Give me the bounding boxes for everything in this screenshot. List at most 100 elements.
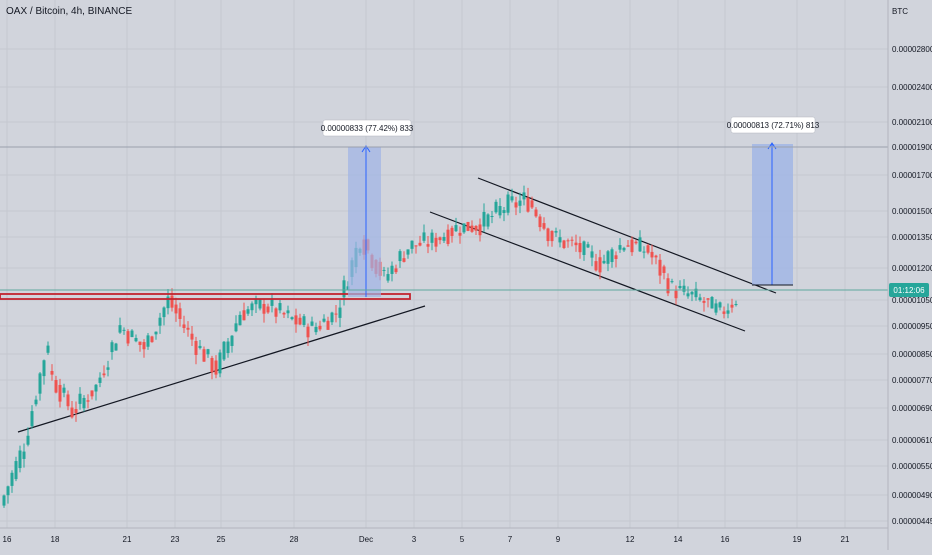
candle-body bbox=[506, 194, 510, 213]
candle-body bbox=[646, 245, 650, 253]
price-axis-label: 0.00002400 bbox=[892, 83, 932, 92]
candle-body bbox=[202, 349, 206, 362]
candle-body bbox=[630, 239, 634, 253]
candle-body bbox=[46, 345, 50, 353]
candle-body bbox=[614, 255, 618, 259]
candle-body bbox=[638, 237, 642, 252]
time-axis-label: 23 bbox=[171, 535, 180, 544]
candle-body bbox=[550, 230, 554, 242]
candle-body bbox=[86, 400, 90, 402]
candle-body bbox=[2, 495, 6, 506]
candle-body bbox=[726, 310, 730, 314]
candle-body bbox=[210, 357, 214, 373]
candle-body bbox=[486, 214, 490, 227]
candle-body bbox=[282, 312, 286, 315]
candle-body bbox=[146, 335, 150, 347]
candle-body bbox=[642, 251, 646, 253]
candle-body bbox=[258, 299, 262, 309]
candle-body bbox=[162, 307, 166, 318]
time-axis-label: 9 bbox=[556, 535, 561, 544]
candle-body bbox=[334, 313, 338, 315]
price-axis-label: 0.00001350 bbox=[892, 233, 932, 242]
time-axis-label: 16 bbox=[721, 535, 730, 544]
candle-body bbox=[302, 316, 306, 325]
candle-body bbox=[602, 260, 606, 264]
candle-body bbox=[530, 200, 534, 208]
price-axis-label: 0.00000690 bbox=[892, 404, 932, 413]
measure-left-box bbox=[348, 147, 381, 297]
time-axis-label: 7 bbox=[508, 535, 513, 544]
candle-body bbox=[526, 197, 530, 212]
candle-body bbox=[278, 303, 282, 311]
candle-body bbox=[514, 202, 518, 208]
candle-body bbox=[570, 239, 574, 241]
candle-body bbox=[686, 293, 690, 297]
candle-body bbox=[650, 251, 654, 258]
candle-body bbox=[90, 390, 94, 397]
candle-body bbox=[114, 343, 118, 351]
candle-body bbox=[158, 317, 162, 326]
measure-right-label: 0.00000813 (72.71%) 813 bbox=[727, 116, 820, 134]
candle-body bbox=[658, 259, 662, 276]
price-axis-label: 0.00000770 bbox=[892, 376, 932, 385]
candle-body bbox=[306, 326, 310, 338]
lower-channel-line bbox=[429, 211, 746, 332]
candle-body bbox=[198, 345, 202, 349]
candle-body bbox=[466, 221, 470, 231]
candle-body bbox=[518, 200, 522, 206]
measure-left-label: 0.00000833 (77.42%) 833 bbox=[321, 119, 414, 137]
candle-body bbox=[102, 373, 106, 376]
candle-body bbox=[14, 461, 18, 480]
price-axis-currency: BTC bbox=[892, 7, 908, 16]
price-axis-panel bbox=[888, 0, 932, 550]
time-axis-label: 18 bbox=[51, 535, 60, 544]
measure-right-label-bg bbox=[730, 116, 816, 134]
candle-body bbox=[702, 300, 706, 303]
candle-body bbox=[578, 243, 582, 253]
candle-body bbox=[698, 297, 702, 301]
candle-body bbox=[262, 303, 266, 314]
candle-body bbox=[130, 330, 134, 338]
candle-body bbox=[74, 409, 78, 413]
candle-body bbox=[618, 245, 622, 250]
price-axis-label: 0.00000610 bbox=[892, 436, 932, 445]
candle-body bbox=[294, 315, 298, 325]
time-axis-label: 25 bbox=[217, 535, 226, 544]
candle-body bbox=[122, 329, 126, 331]
candle-body bbox=[174, 304, 178, 314]
candle-body bbox=[326, 320, 330, 330]
candle-body bbox=[594, 261, 598, 271]
price-axis-label: 0.00001050 bbox=[892, 296, 932, 305]
candle-body bbox=[214, 360, 218, 375]
candle-body bbox=[538, 216, 542, 228]
candle-body bbox=[678, 286, 682, 289]
candle-body bbox=[426, 244, 430, 247]
candle-body bbox=[682, 285, 686, 292]
candle-body bbox=[42, 360, 46, 377]
candle-body bbox=[654, 255, 658, 258]
candle-body bbox=[558, 237, 562, 243]
price-axis-label: 0.00001700 bbox=[892, 171, 932, 180]
candle-body bbox=[462, 223, 466, 233]
candle-body bbox=[722, 311, 726, 314]
candle-body bbox=[710, 297, 714, 309]
candle-body bbox=[182, 324, 186, 329]
candle-body bbox=[322, 318, 326, 322]
candle-body bbox=[662, 266, 666, 273]
measure-right-label-text: 0.00000813 (72.71%) 813 bbox=[727, 121, 820, 130]
candle-body bbox=[310, 321, 314, 326]
price-axis-label: 0.00000950 bbox=[892, 322, 932, 331]
candle-body bbox=[566, 240, 570, 242]
candle-body bbox=[590, 251, 594, 258]
candle-body bbox=[674, 290, 678, 299]
candle-body bbox=[482, 211, 486, 227]
candle-body bbox=[442, 237, 446, 241]
candle-body bbox=[190, 333, 194, 340]
time-axis-label: 14 bbox=[674, 535, 683, 544]
candle-body bbox=[94, 384, 98, 392]
time-axis-label: 12 bbox=[626, 535, 635, 544]
candle-body bbox=[142, 342, 146, 350]
candle-body bbox=[170, 295, 174, 308]
